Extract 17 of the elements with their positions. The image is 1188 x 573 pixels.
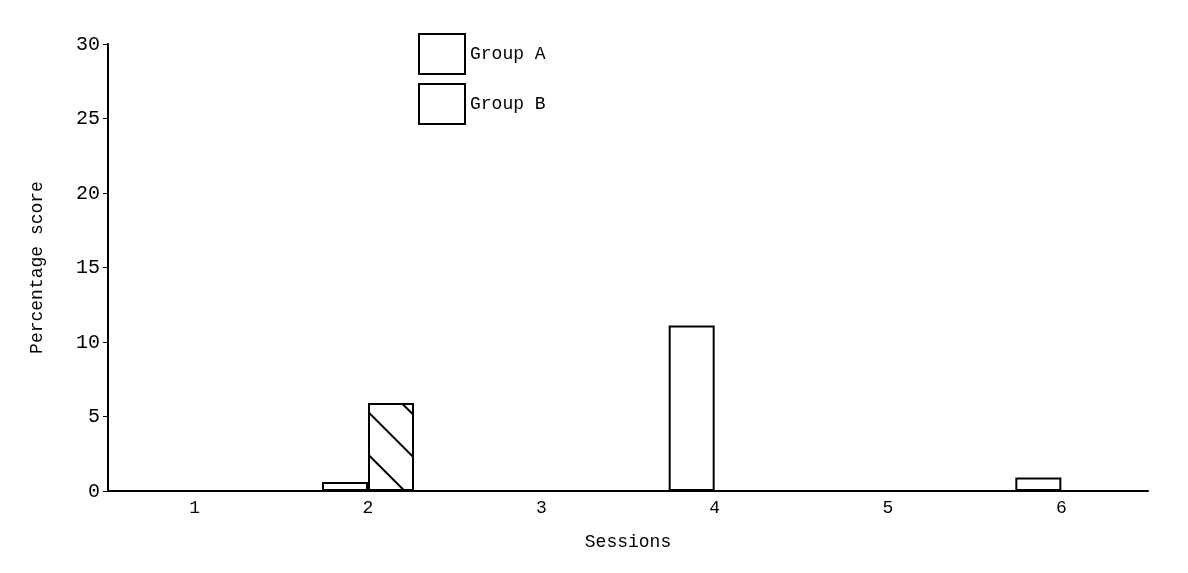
x-tick-label: 4 [709, 498, 721, 518]
y-tick-label: 10 [75, 330, 100, 354]
y-tick-label: 0 [87, 479, 100, 503]
y-tick-label: 30 [75, 32, 100, 56]
y-tick-label: 20 [75, 181, 100, 205]
x-tick-label: 2 [362, 498, 374, 518]
legend-label: Group B [470, 94, 546, 114]
x-tick-label: 5 [882, 498, 894, 518]
y-tick-label: 25 [75, 107, 100, 130]
x-tick-label: 1 [189, 498, 201, 518]
y-tick-label: 5 [87, 405, 100, 428]
x-tick-label: 3 [535, 498, 547, 518]
x-tick-label: 6 [1055, 498, 1067, 518]
x-axis-title: Sessions [584, 532, 672, 552]
y-axis-title: Percentage score [27, 181, 47, 354]
y-tick-label: 15 [75, 256, 100, 279]
legend-label: Group A [470, 44, 546, 64]
